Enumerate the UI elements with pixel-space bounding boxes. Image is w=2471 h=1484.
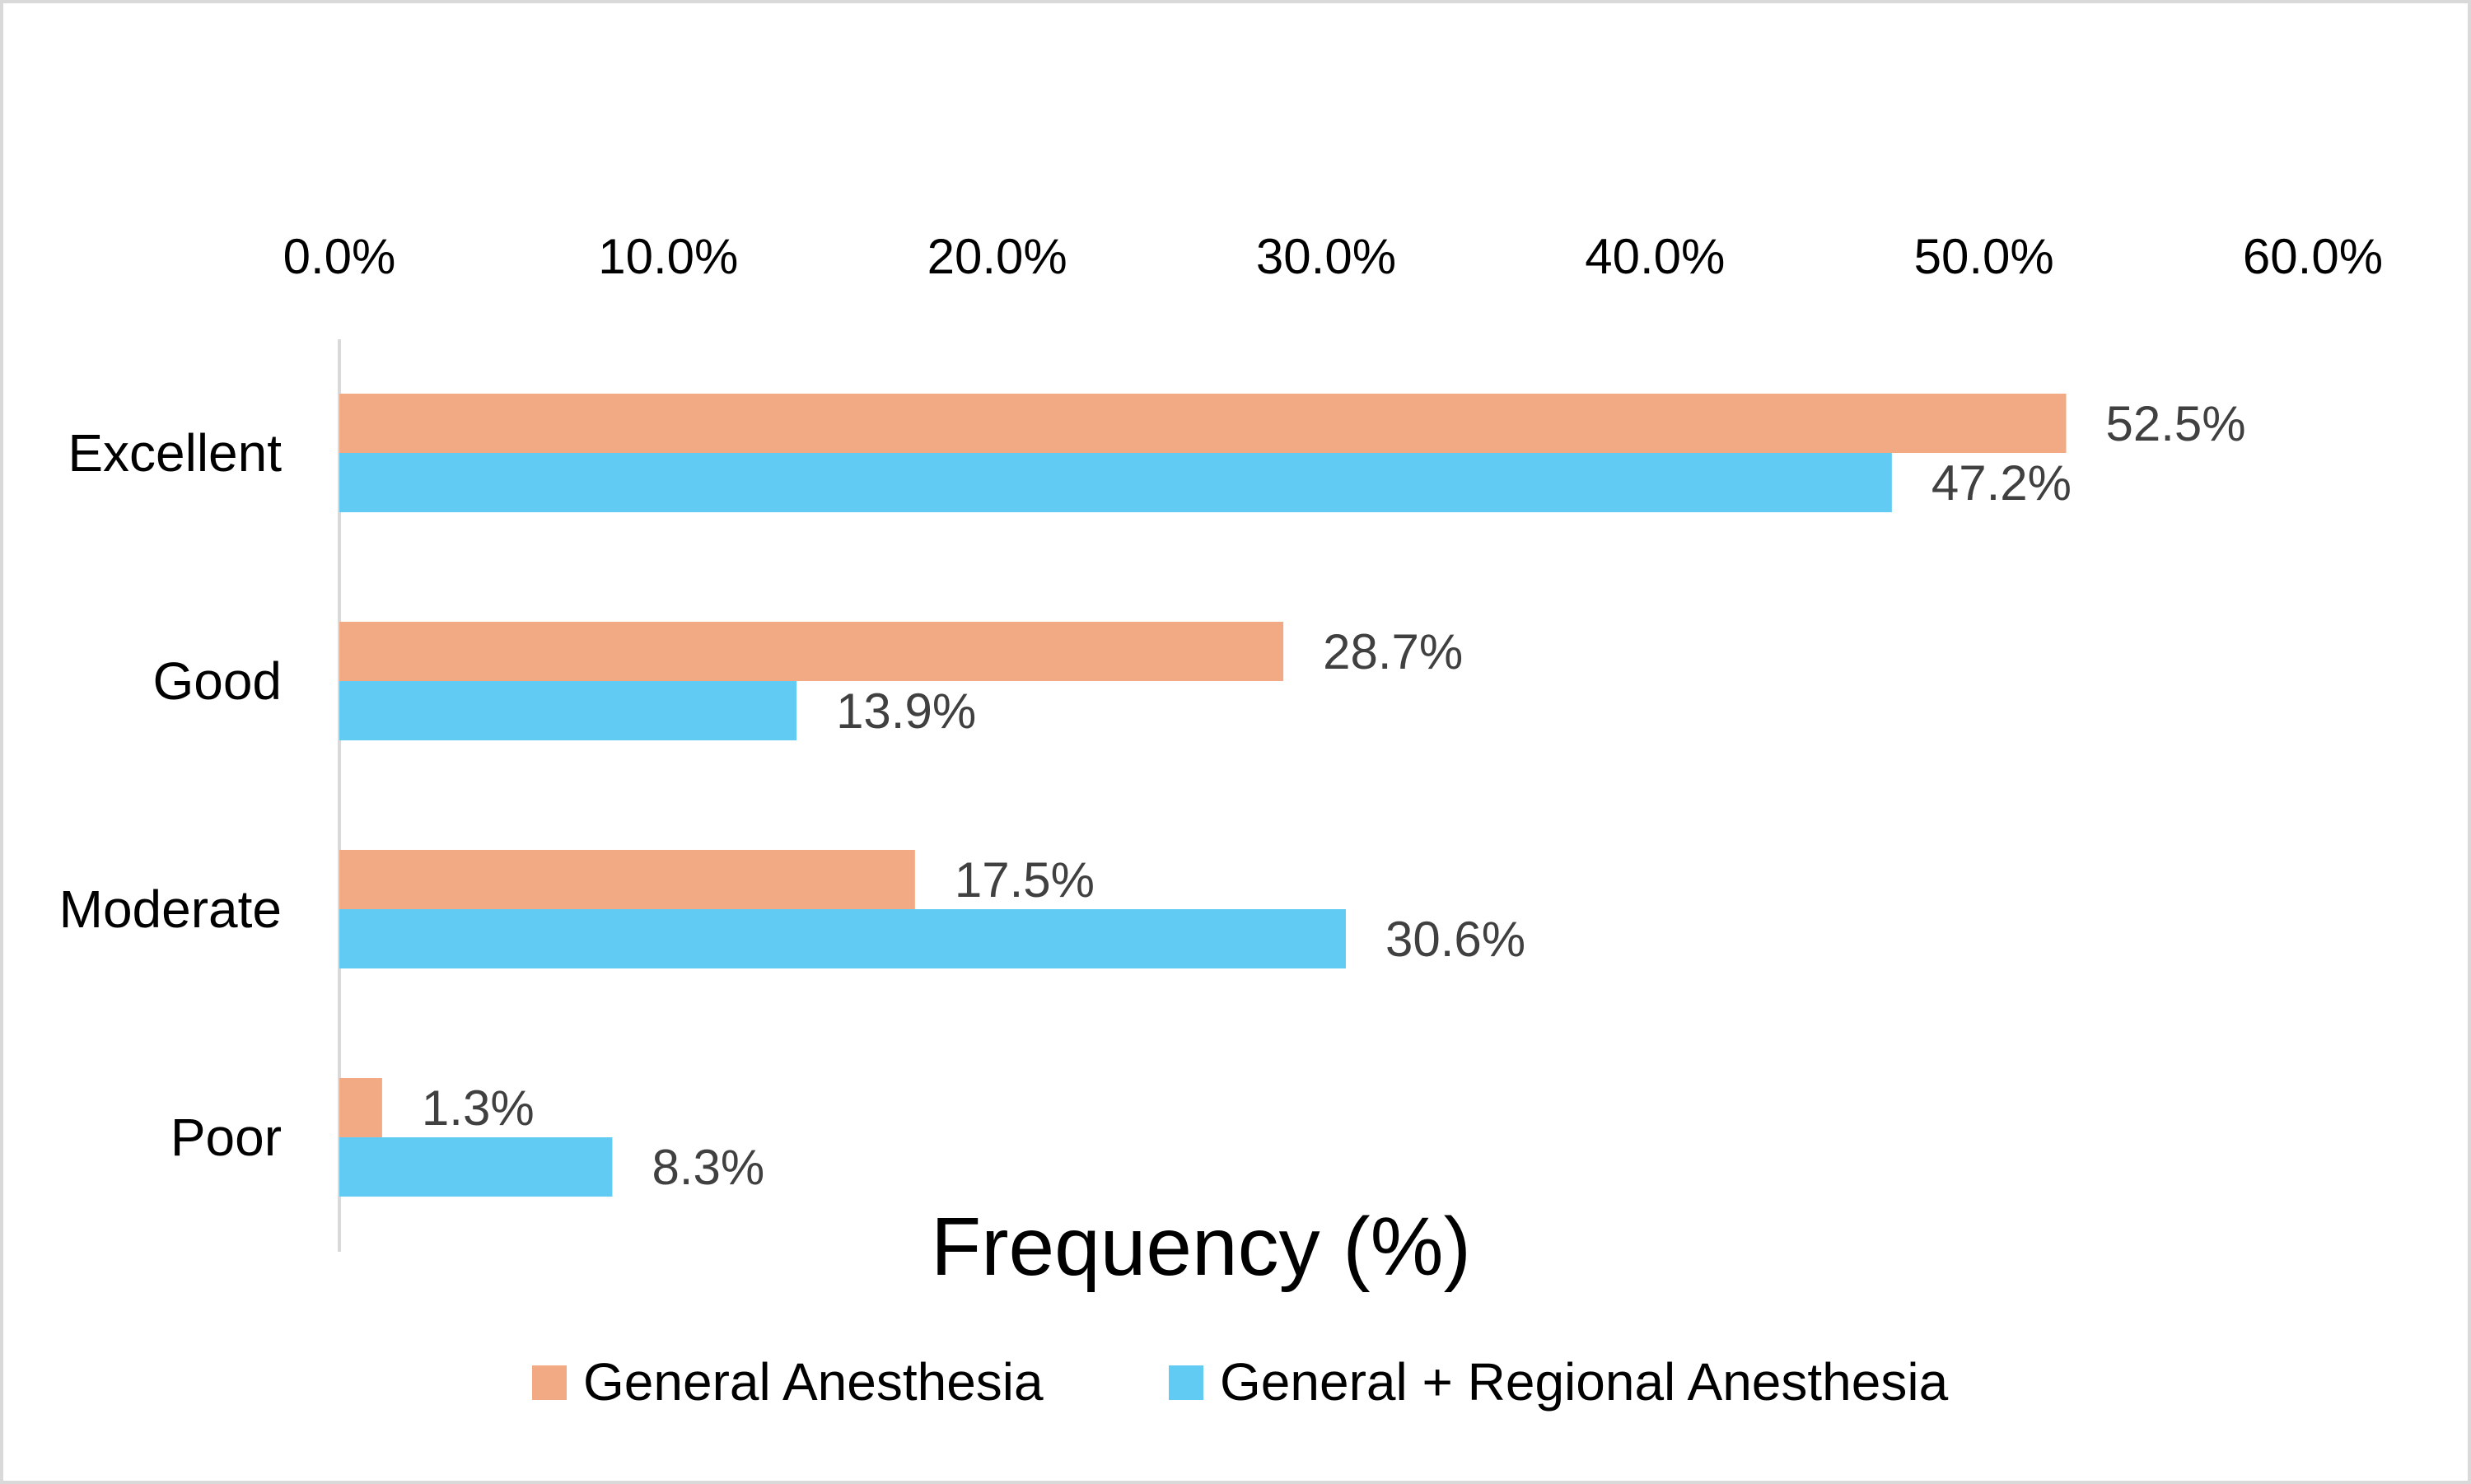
legend-swatch (532, 1365, 567, 1400)
bars (339, 394, 2067, 1197)
bar (339, 850, 915, 909)
x-tick-label: 10.0% (598, 229, 738, 284)
data-label: 30.6% (1385, 912, 1525, 967)
bar (339, 453, 1892, 512)
bar (339, 909, 1346, 968)
category-label: Poor (170, 1108, 282, 1167)
category-labels: Excellent Good Moderate Poor (59, 423, 283, 1167)
data-label: 8.3% (652, 1140, 764, 1195)
x-tick-label: 40.0% (1585, 229, 1725, 284)
data-label: 1.3% (422, 1080, 535, 1136)
bar (339, 1137, 613, 1197)
x-axis-ticks: 0.0% 10.0% 20.0% 30.0% 40.0% 50.0% 60.0% (283, 229, 2383, 284)
data-label: 17.5% (955, 852, 1095, 908)
data-label: 13.9% (836, 684, 976, 739)
legend-label: General + Regional Anesthesia (1220, 1352, 1949, 1412)
x-tick-label: 30.0% (1256, 229, 1396, 284)
legend: General Anesthesia General + Regional Ane… (532, 1352, 1949, 1412)
x-tick-label: 0.0% (283, 229, 396, 284)
data-label: 28.7% (1323, 624, 1463, 679)
x-tick-label: 20.0% (927, 229, 1067, 284)
data-label: 47.2% (1931, 455, 2072, 511)
bar (339, 622, 1284, 681)
legend-swatch (1169, 1365, 1203, 1400)
category-label: Excellent (68, 423, 282, 483)
category-label: Good (152, 651, 282, 711)
legend-label: General Anesthesia (583, 1352, 1044, 1412)
x-axis-title: Frequency (%) (931, 1201, 1471, 1293)
bar (339, 681, 797, 740)
bar (339, 394, 2067, 453)
x-tick-label: 60.0% (2243, 229, 2383, 284)
category-label: Moderate (59, 880, 282, 939)
x-tick-label: 50.0% (1914, 229, 2054, 284)
data-label: 52.5% (2106, 396, 2246, 451)
bar (339, 1078, 382, 1137)
data-labels: 52.5% 28.7% 17.5% 1.3% 47.2% 13.9% 30.6% 8.3% (422, 396, 2246, 1195)
